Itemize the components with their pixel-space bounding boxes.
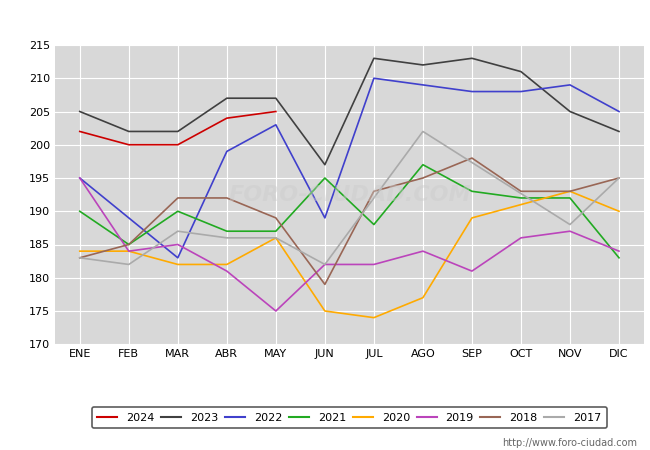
2022 (517, 89, 525, 94)
2019 (272, 308, 280, 314)
2021 (76, 208, 84, 214)
2022 (174, 255, 182, 261)
Line: 2018: 2018 (80, 158, 619, 284)
2018 (321, 282, 329, 287)
Legend: 2024, 2023, 2022, 2021, 2020, 2019, 2018, 2017: 2024, 2023, 2022, 2021, 2020, 2019, 2018… (92, 407, 607, 428)
2021 (223, 229, 231, 234)
2020 (370, 315, 378, 320)
Line: 2017: 2017 (80, 131, 619, 265)
2019 (321, 262, 329, 267)
2024 (76, 129, 84, 134)
2023 (468, 56, 476, 61)
2022 (566, 82, 574, 88)
2023 (419, 62, 427, 68)
2018 (615, 176, 623, 181)
2021 (125, 242, 133, 247)
2024 (125, 142, 133, 148)
Line: 2024: 2024 (80, 112, 276, 145)
2022 (321, 215, 329, 220)
2020 (468, 215, 476, 220)
2017 (321, 262, 329, 267)
2017 (223, 235, 231, 241)
2023 (174, 129, 182, 134)
2018 (174, 195, 182, 201)
2019 (223, 268, 231, 274)
2022 (125, 215, 133, 220)
2021 (174, 208, 182, 214)
Line: 2019: 2019 (80, 178, 619, 311)
2023 (125, 129, 133, 134)
2022 (272, 122, 280, 127)
2021 (566, 195, 574, 201)
2017 (615, 176, 623, 181)
2017 (76, 255, 84, 261)
2017 (419, 129, 427, 134)
2021 (517, 195, 525, 201)
2020 (174, 262, 182, 267)
2024 (174, 142, 182, 148)
2018 (419, 176, 427, 181)
2020 (321, 308, 329, 314)
2020 (125, 248, 133, 254)
2020 (272, 235, 280, 241)
Text: Afiliados en Vega de Pas a 31/5/2024: Afiliados en Vega de Pas a 31/5/2024 (171, 11, 479, 29)
2018 (468, 155, 476, 161)
2023 (517, 69, 525, 74)
Line: 2022: 2022 (80, 78, 619, 258)
2023 (76, 109, 84, 114)
2017 (272, 235, 280, 241)
2021 (272, 229, 280, 234)
2024 (272, 109, 280, 114)
2019 (615, 248, 623, 254)
2023 (370, 56, 378, 61)
2023 (321, 162, 329, 167)
2023 (566, 109, 574, 114)
2022 (76, 176, 84, 181)
2021 (615, 255, 623, 261)
2020 (223, 262, 231, 267)
2020 (615, 208, 623, 214)
2019 (517, 235, 525, 241)
Text: http://www.foro-ciudad.com: http://www.foro-ciudad.com (502, 438, 637, 448)
2018 (125, 242, 133, 247)
2022 (615, 109, 623, 114)
2017 (566, 222, 574, 227)
Line: 2020: 2020 (80, 191, 619, 318)
2018 (76, 255, 84, 261)
Text: FORO-CIUDAD.COM: FORO-CIUDAD.COM (228, 184, 471, 205)
2017 (174, 229, 182, 234)
Line: 2021: 2021 (80, 165, 619, 258)
2019 (125, 248, 133, 254)
2022 (419, 82, 427, 88)
2023 (223, 95, 231, 101)
2018 (517, 189, 525, 194)
2021 (419, 162, 427, 167)
2019 (174, 242, 182, 247)
2022 (370, 76, 378, 81)
2021 (370, 222, 378, 227)
2023 (615, 129, 623, 134)
2021 (468, 189, 476, 194)
2022 (223, 148, 231, 154)
2022 (468, 89, 476, 94)
2020 (517, 202, 525, 207)
2019 (370, 262, 378, 267)
2020 (566, 189, 574, 194)
2024 (223, 116, 231, 121)
2019 (419, 248, 427, 254)
2020 (419, 295, 427, 301)
2018 (370, 189, 378, 194)
2018 (223, 195, 231, 201)
2020 (76, 248, 84, 254)
2023 (272, 95, 280, 101)
2021 (321, 176, 329, 181)
2019 (566, 229, 574, 234)
2017 (125, 262, 133, 267)
2019 (76, 176, 84, 181)
2019 (468, 268, 476, 274)
2018 (272, 215, 280, 220)
2018 (566, 189, 574, 194)
Line: 2023: 2023 (80, 58, 619, 165)
